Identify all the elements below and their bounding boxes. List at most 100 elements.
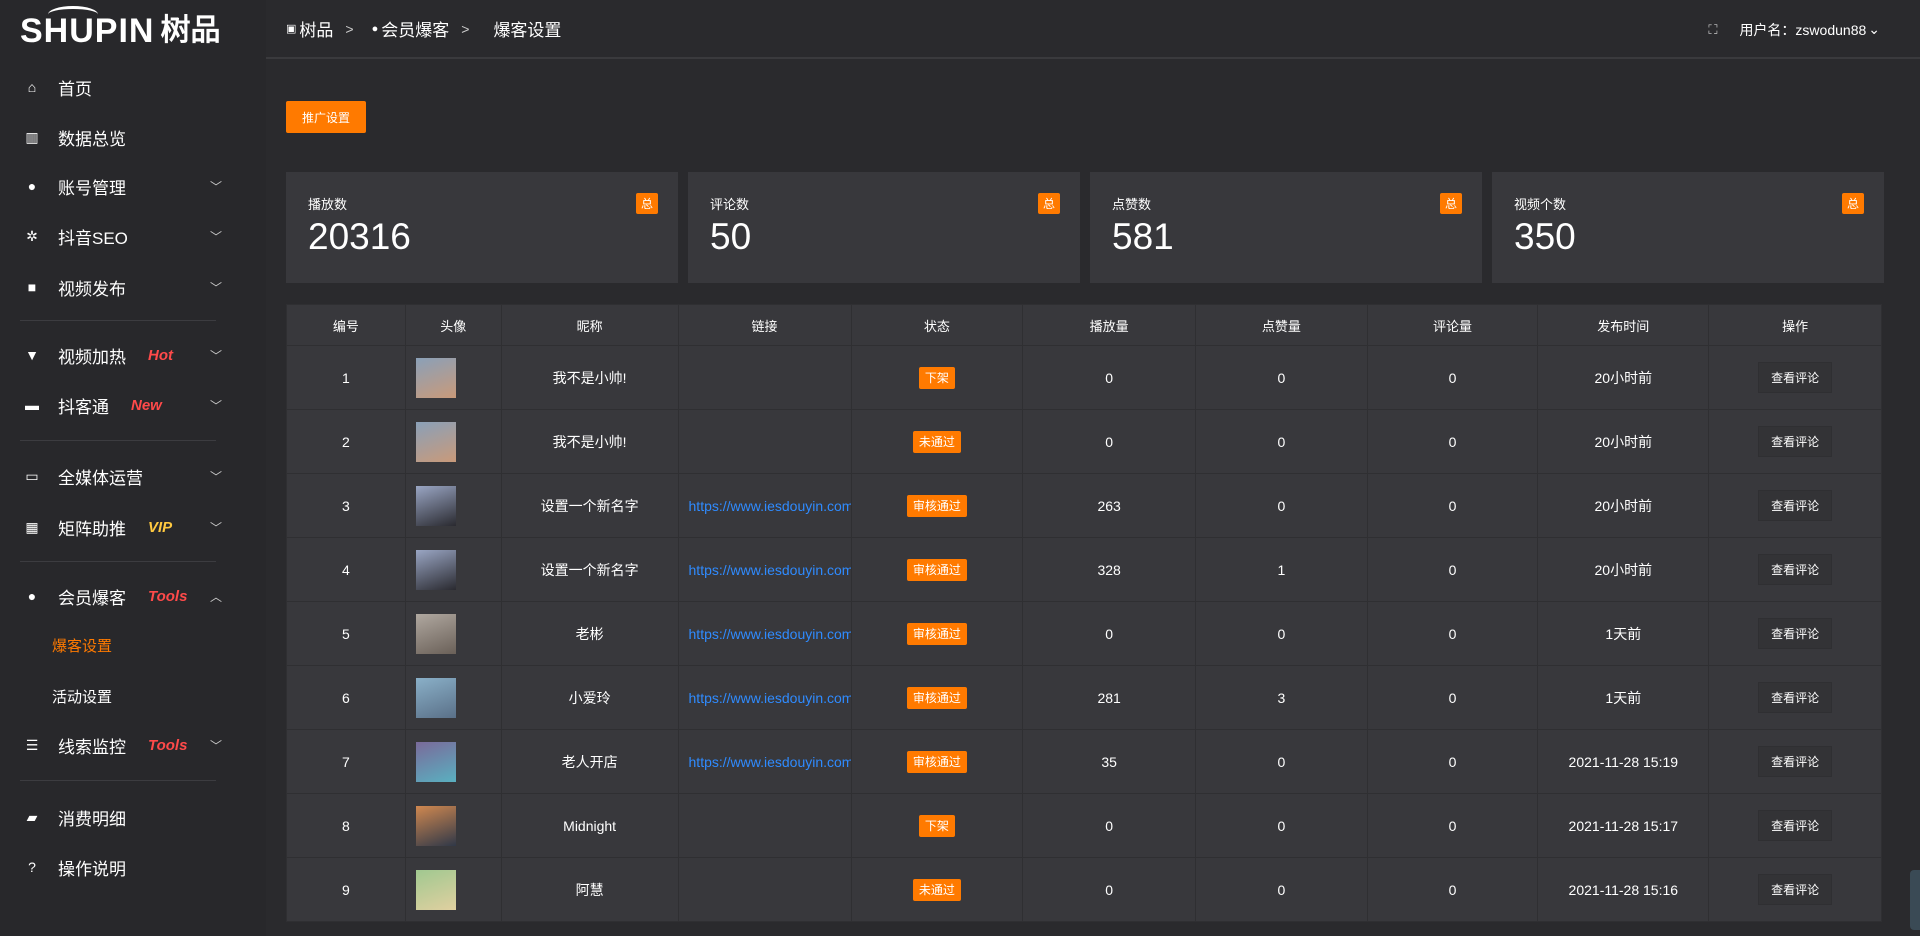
column-header: 点赞量 — [1194, 304, 1368, 346]
row-id: 4 — [286, 537, 406, 602]
video-link[interactable]: https://www.iesdouyin.com — [688, 497, 851, 514]
nickname: 小爱玲 — [500, 665, 679, 730]
chevron-down-icon[interactable]: ⌄ — [1868, 21, 1880, 37]
comments: 0 — [1366, 665, 1539, 730]
total-badge: 总 — [1037, 193, 1060, 214]
stat-label: 点赞数 — [1112, 197, 1152, 212]
publish-time: 2021-11-28 15:19 — [1537, 729, 1710, 794]
plays: 0 — [1022, 409, 1196, 474]
sidebar-item[interactable]: ● 会员爆客 Tools ︿ — [0, 576, 266, 616]
avatar — [415, 741, 456, 782]
table-row: 9 阿慧 未通过 0 0 0 2021-11-28 15:16 查看评论 — [286, 857, 1882, 922]
view-comments-button[interactable]: 查看评论 — [1758, 682, 1833, 713]
sidebar-item-label: 操作说明 — [58, 859, 126, 879]
chevron-down-icon[interactable]: ﹀ — [209, 348, 222, 363]
sidebar-item[interactable]: ? 操作说明 — [0, 847, 266, 887]
sidebar-item[interactable]: ☰ 线索监控 Tools ﹀ — [0, 725, 266, 765]
column-header: 评论量 — [1366, 304, 1539, 346]
nickname: 阿慧 — [500, 857, 679, 922]
user-menu[interactable]: 用户名：zswodun88 — [1739, 21, 1867, 38]
row-id: 2 — [286, 409, 406, 474]
bar-chart-icon: ▥ — [25, 128, 39, 145]
view-comments-button[interactable]: 查看评论 — [1758, 874, 1833, 905]
video-link[interactable]: https://www.iesdouyin.com — [688, 753, 851, 770]
sidebar-item[interactable]: ⌂ 首页 — [0, 67, 266, 107]
sidebar-item[interactable]: ▭ 全媒体运营 ﹀ — [0, 456, 266, 496]
total-badge: 总 — [635, 193, 658, 214]
sidebar-item[interactable]: ▦ 矩阵助推 VIP ﹀ — [0, 507, 266, 547]
chevron-down-icon[interactable]: ﹀ — [209, 398, 222, 413]
sidebar-tag: Tools — [148, 736, 188, 754]
row-id: 5 — [286, 601, 406, 666]
chevron-down-icon[interactable]: ﹀ — [209, 469, 222, 484]
video-link[interactable]: https://www.iesdouyin.com — [688, 625, 851, 642]
sidebar-item[interactable]: ● 账号管理 ﹀ — [0, 166, 266, 206]
row-id: 7 — [286, 729, 406, 794]
view-comments-button[interactable]: 查看评论 — [1758, 554, 1833, 585]
chevron-down-icon[interactable]: ﹀ — [209, 520, 222, 535]
video-link[interactable]: https://www.iesdouyin.com — [688, 561, 851, 578]
stat-value: 350 — [1514, 216, 1576, 257]
avatar — [415, 549, 456, 590]
breadcrumb-item[interactable]: 会员爆客 — [381, 21, 450, 40]
promo-settings-button[interactable]: 推广设置 — [286, 101, 366, 133]
sidebar-item[interactable]: ■ 视频发布 ﹀ — [0, 267, 266, 307]
avatar-cell — [404, 537, 502, 602]
column-header: 头像 — [404, 304, 502, 346]
sidebar-item[interactable]: ▥ 数据总览 — [0, 117, 266, 157]
publish-time: 20小时前 — [1537, 345, 1710, 410]
view-comments-button[interactable]: 查看评论 — [1758, 362, 1833, 393]
status-cell: 审核通过 — [850, 537, 1024, 602]
view-comments-button[interactable]: 查看评论 — [1758, 810, 1833, 841]
nickname: 设置一个新名字 — [500, 537, 679, 602]
column-header: 播放量 — [1022, 304, 1196, 346]
view-comments-button[interactable]: 查看评论 — [1758, 426, 1833, 457]
avatar-cell — [404, 473, 502, 538]
sidebar-item[interactable]: 活动设置 — [0, 676, 266, 716]
chevron-right-icon: > — [461, 20, 470, 37]
sidebar-item-label: 矩阵助推 — [58, 519, 126, 539]
action-cell: 查看评论 — [1708, 601, 1882, 666]
chevron-down-icon[interactable]: ﹀ — [209, 738, 222, 753]
video-link[interactable]: https://www.iesdouyin.com — [688, 689, 851, 706]
view-comments-button[interactable]: 查看评论 — [1758, 618, 1833, 649]
row-id: 1 — [286, 345, 406, 410]
chevron-down-icon[interactable]: ﹀ — [209, 179, 222, 194]
action-cell: 查看评论 — [1708, 729, 1882, 794]
row-id: 3 — [286, 473, 406, 538]
avatar-cell — [404, 409, 502, 474]
plays: 328 — [1022, 537, 1196, 602]
status-cell: 审核通过 — [850, 601, 1024, 666]
comments: 0 — [1366, 601, 1539, 666]
action-cell: 查看评论 — [1708, 409, 1882, 474]
sidebar-item[interactable]: ▬ 抖客通 New ﹀ — [0, 385, 266, 425]
avatar-cell — [404, 729, 502, 794]
floating-widget[interactable] — [1910, 870, 1920, 930]
divider — [20, 440, 216, 441]
sidebar-item[interactable]: ▼ 视频加热 Hot ﹀ — [0, 335, 266, 375]
row-id: 8 — [286, 793, 406, 858]
header: ▣ 树品 > ● 会员爆客 > 爆客设置 ⛶ 用户名：zswodun88 ⌄ — [266, 0, 1920, 59]
status-badge: 审核通过 — [906, 687, 967, 709]
avatar — [415, 421, 456, 462]
view-comments-button[interactable]: 查看评论 — [1758, 746, 1833, 777]
chevron-down-icon[interactable]: ﹀ — [209, 280, 222, 295]
chevron-up-icon[interactable]: ︿ — [209, 589, 222, 604]
stat-label: 播放数 — [308, 197, 348, 212]
avatar — [415, 805, 456, 846]
status-cell: 未通过 — [850, 857, 1024, 922]
camera-icon: ■ — [27, 279, 37, 295]
status-cell: 审核通过 — [850, 729, 1024, 794]
sidebar-item[interactable]: ✲ 抖音SEO ﹀ — [0, 216, 266, 256]
likes: 0 — [1194, 345, 1368, 410]
view-comments-button[interactable]: 查看评论 — [1758, 490, 1833, 521]
sidebar-item[interactable]: ▰ 消费明细 — [0, 797, 266, 837]
likes: 0 — [1194, 793, 1368, 858]
sidebar-item[interactable]: 爆客设置 — [0, 625, 266, 665]
chevron-down-icon[interactable]: ﹀ — [209, 229, 222, 244]
sidebar-item-label: 会员爆客 — [58, 588, 126, 608]
avatar — [415, 677, 456, 718]
breadcrumb-item[interactable]: 树品 — [299, 21, 334, 40]
fullscreen-icon[interactable]: ⛶ — [1708, 21, 1718, 37]
total-badge: 总 — [1841, 193, 1864, 214]
